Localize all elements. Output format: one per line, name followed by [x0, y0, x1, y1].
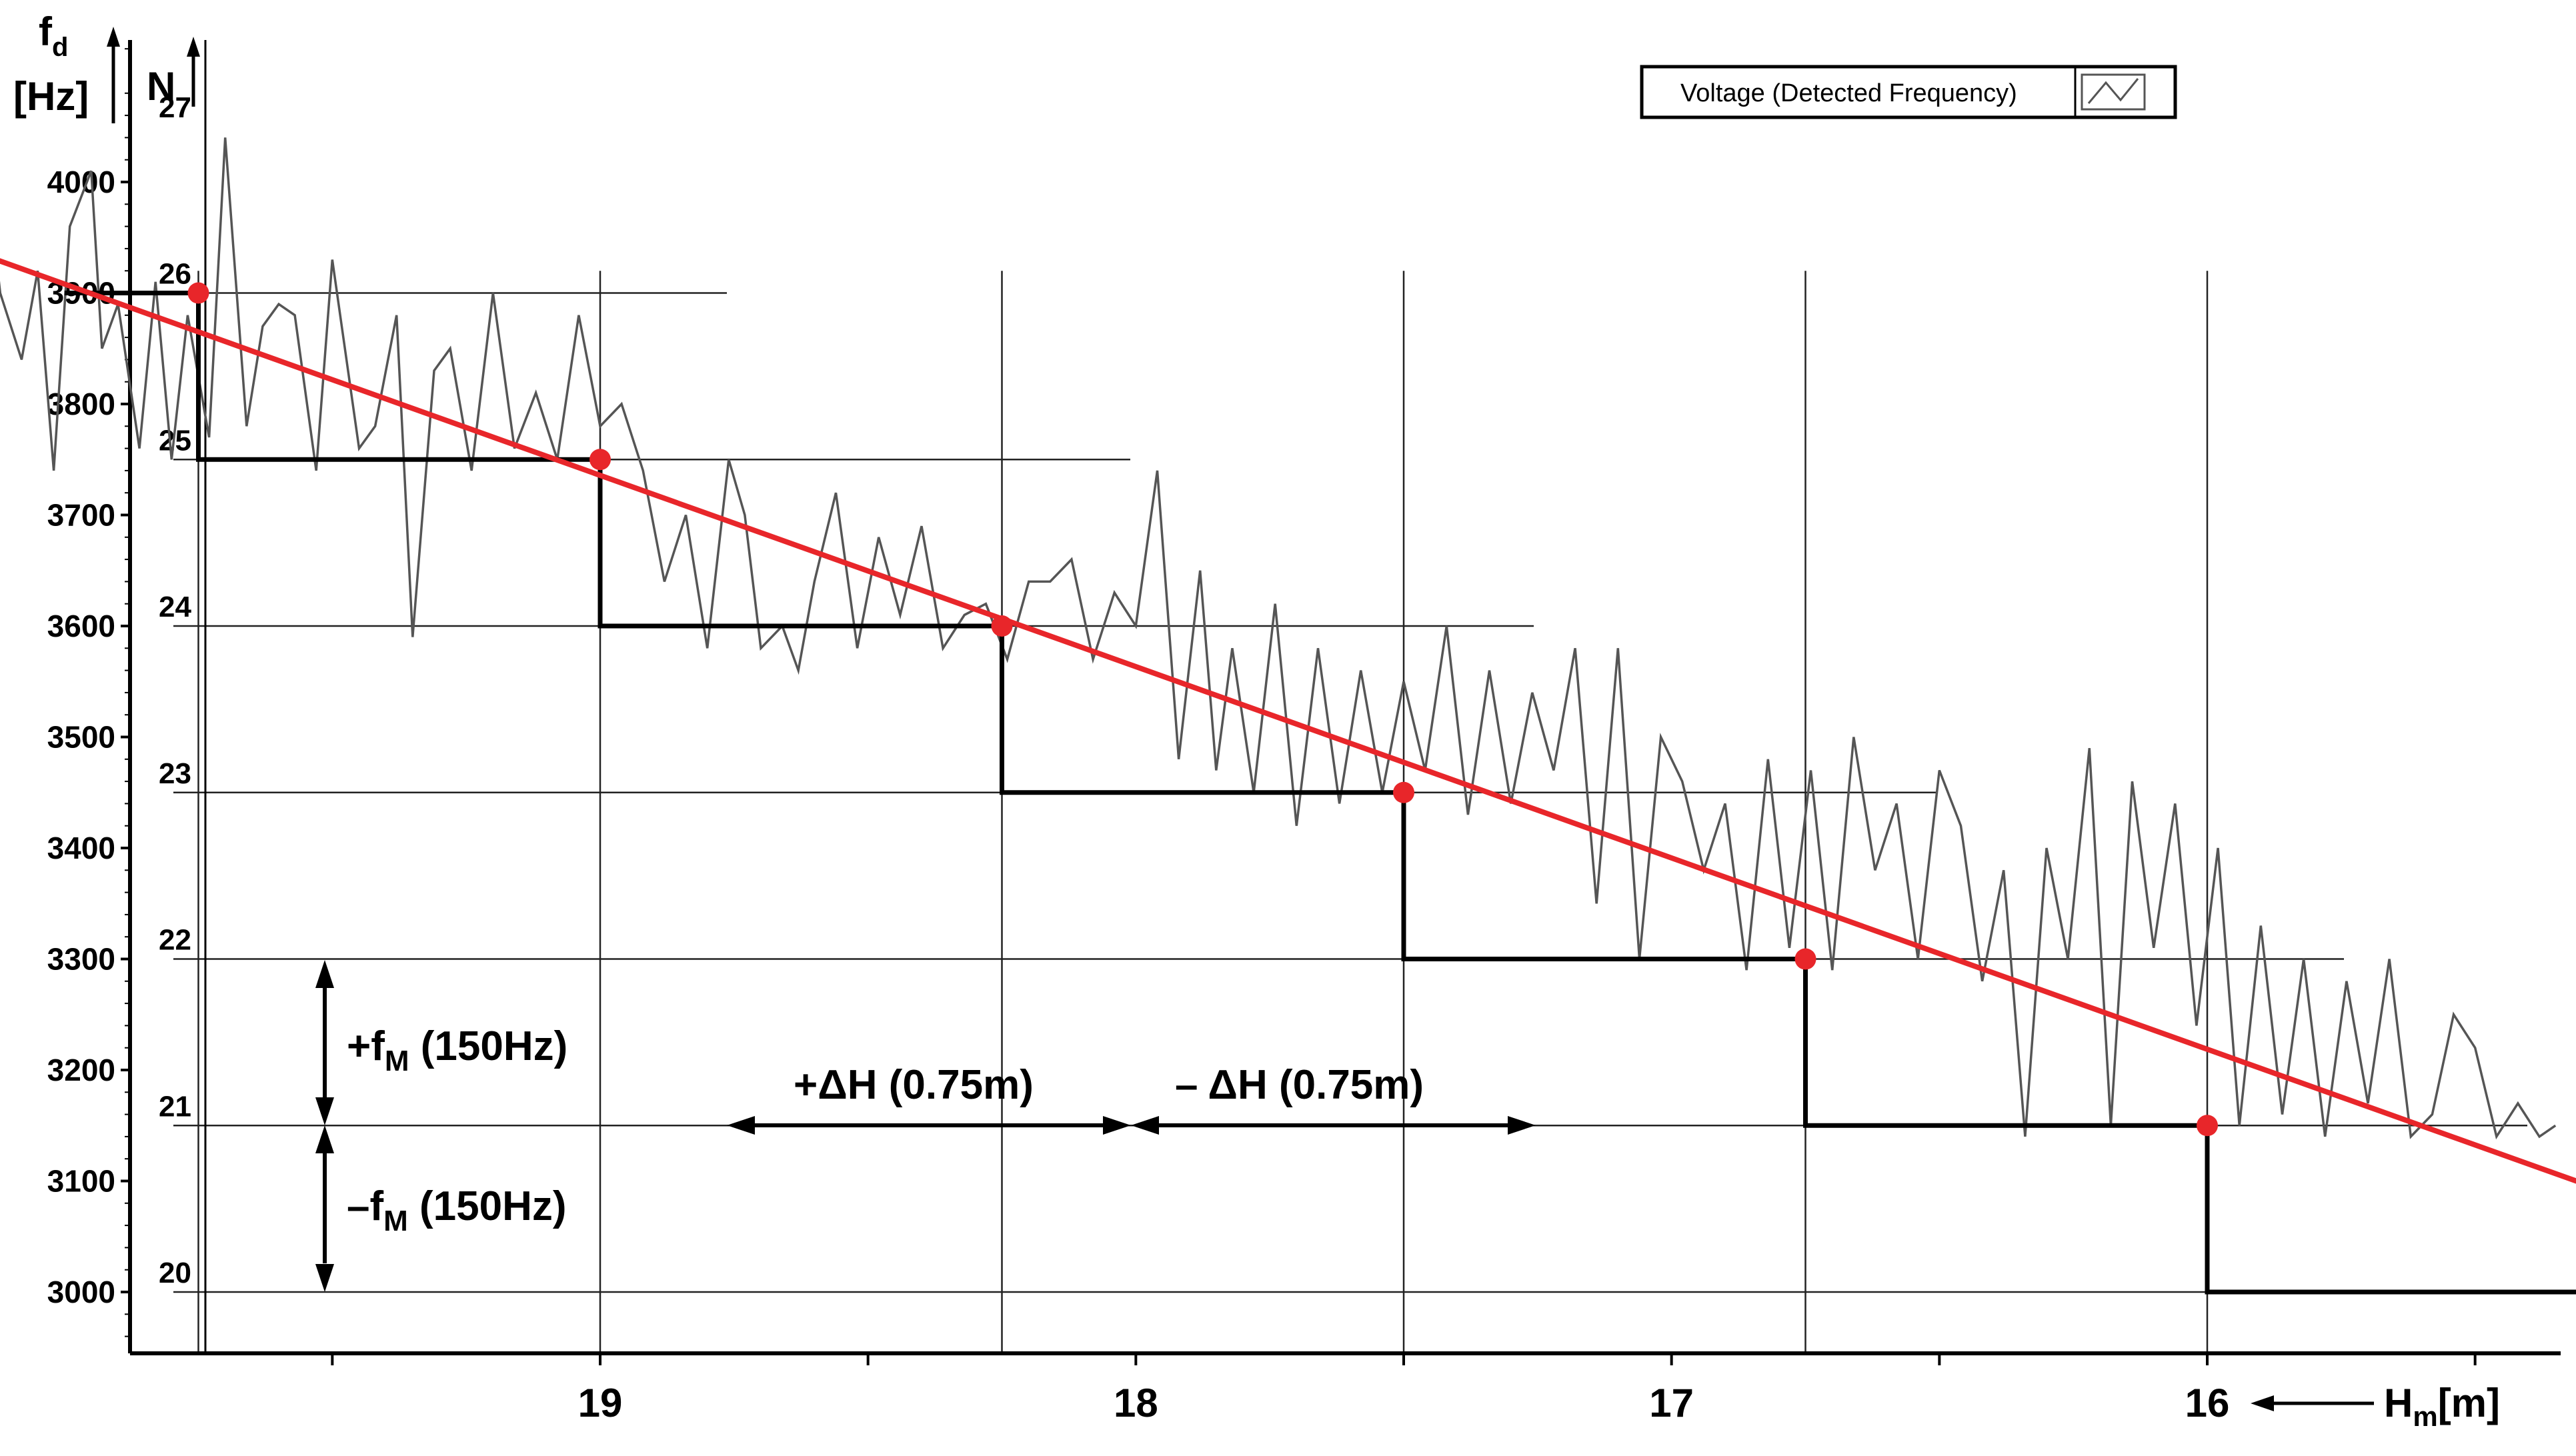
n-level-label-21: 21 [159, 1090, 191, 1123]
x-axis-arrowhead [2251, 1395, 2274, 1411]
y-tick-label-3300: 3300 [47, 942, 115, 977]
y-tick-label-3400: 3400 [47, 831, 115, 865]
marker-point [1794, 948, 1816, 970]
y-axis-title: fd [Hz] [13, 9, 120, 123]
n-axis-arrowhead [187, 37, 200, 57]
y-axis-title-unit: [Hz] [13, 74, 89, 119]
marker-point [187, 282, 209, 304]
y-tick-label-3500: 3500 [47, 720, 115, 755]
minus-dh-arrow [1131, 1116, 1536, 1135]
marker-point [1393, 781, 1414, 803]
marker-point [2197, 1115, 2218, 1137]
x-ticks: 19 18 17 16 [331, 1353, 2477, 1425]
annotation-plus-dh: +ΔH (0.75m) [794, 1062, 1034, 1108]
annotation-minus-dh: – ΔH (0.75m) [1175, 1062, 1424, 1108]
n-level-label-23: 23 [159, 757, 191, 790]
n-level-label-24: 24 [159, 591, 191, 623]
legend: Voltage (Detected Frequency) [1640, 65, 2177, 119]
minus-fm-arrow [315, 1125, 334, 1292]
x-tick-label-17: 17 [1649, 1381, 1694, 1425]
n-axis-title: N [147, 37, 200, 109]
n-level-label-22: 22 [159, 924, 191, 957]
n-level-label-27: 27 [159, 91, 191, 124]
x-tick-label-19: 19 [578, 1381, 623, 1425]
y-axis-title-sub: d [52, 33, 68, 62]
n-level-label-20: 20 [159, 1257, 191, 1289]
annotation-minus-fm: –fM (150Hz) [347, 1183, 567, 1237]
x-tick-label-16: 16 [2185, 1381, 2230, 1425]
marker-point [991, 615, 1013, 637]
plus-fm-arrow [315, 960, 334, 1125]
legend-label: Voltage (Detected Frequency) [1680, 79, 2017, 107]
marker-point [589, 449, 611, 471]
y-axis-arrowhead [107, 27, 120, 47]
y-tick-label-3000: 3000 [47, 1275, 115, 1309]
markers [187, 282, 2218, 1137]
n-axis-title-text: N [147, 64, 175, 109]
trend-line [0, 258, 2576, 1184]
x-axis-title-sub: m [2413, 1401, 2437, 1432]
n-level-label-26: 26 [159, 258, 191, 291]
plus-dh-arrow [727, 1116, 1131, 1135]
x-axis-title-text: Hm[m] [2384, 1381, 2500, 1432]
y-tick-label-3200: 3200 [47, 1053, 115, 1087]
y-tick-label-3600: 3600 [47, 609, 115, 643]
y-tick-label-3700: 3700 [47, 498, 115, 533]
y-tick-label-3100: 3100 [47, 1164, 115, 1199]
annotation-plus-fm: +fM (150Hz) [347, 1023, 567, 1077]
x-axis-title: Hm[m] [2251, 1381, 2500, 1432]
legend-swatch-line [2087, 78, 2139, 104]
y-minor-ticks [125, 48, 130, 1337]
x-tick-label-18: 18 [1114, 1381, 1158, 1425]
